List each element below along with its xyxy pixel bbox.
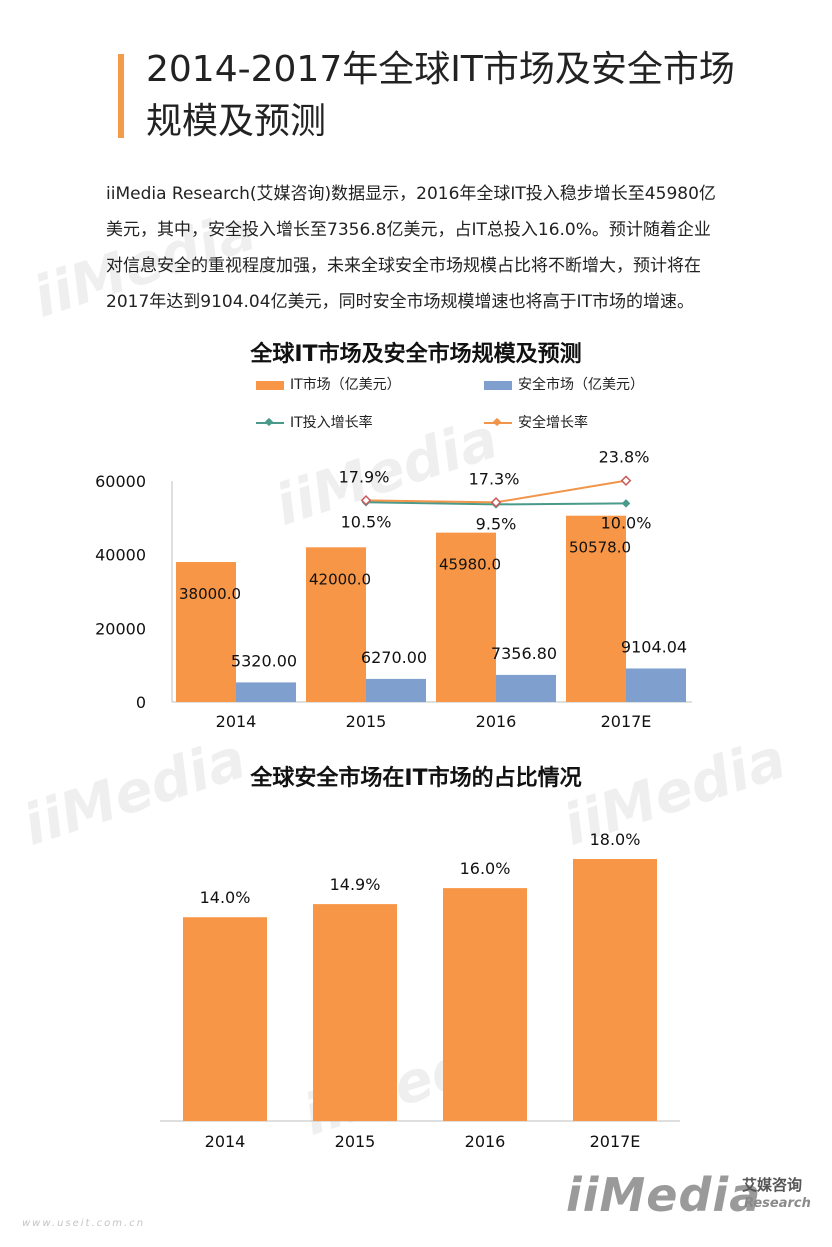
legend-label-it-growth: IT投入增长率 [290,415,373,431]
chart-1-title: 全球IT市场及安全市场规模及预测 [250,342,582,367]
logo-wordmark: iiMedia [566,1168,762,1222]
y-tick-label: 0 [136,693,146,712]
security-growth-marker [490,497,502,508]
intro-line: 美元，其中，安全投入增长至7356.8亿美元，占IT总投入16.0%。预计随着企… [106,220,711,240]
legend-label-security-growth: 安全增长率 [518,415,588,431]
it-growth-label: 9.5% [476,514,517,533]
x-tick-label: 2017E [590,1132,641,1151]
share-bar [183,917,267,1121]
share-value-label: 14.9% [330,875,381,894]
page-title-line-2: 规模及预测 [146,101,327,142]
legend-swatch-security-growth [484,417,512,429]
security-market-bar [626,668,686,702]
it-growth-marker [621,499,631,508]
it-market-value-label: 42000.0 [309,570,371,588]
x-tick-label: 2015 [335,1132,376,1151]
it-market-bar [176,562,236,702]
legend-security-market: 安全市场（亿美元） [484,374,644,394]
share-bar [573,859,657,1121]
it-market-value-label: 45980.0 [439,556,501,574]
legend-label-it-market: IT市场（亿美元） [290,377,401,393]
security-growth-label: 17.3% [469,469,520,488]
chart-2-title: 全球安全市场在IT市场的占比情况 [250,766,582,791]
it-market-bar [306,547,366,702]
legend-security-growth: 安全增长率 [484,412,588,432]
share-bar [443,888,527,1121]
security-market-value-label: 9104.04 [621,637,687,656]
security-market-value-label: 5320.00 [231,651,297,670]
legend-swatch-it-growth [256,417,284,429]
it-growth-label: 10.0% [601,513,652,532]
intro-line: 对信息安全的重视程度加强，未来全球安全市场规模占比将不断增大，预计将在 [106,256,701,276]
x-tick-label: 2016 [465,1132,506,1151]
security-market-bar [496,674,556,702]
legend-swatch-security-market [484,380,512,390]
it-market-value-label: 38000.0 [179,585,241,603]
legend-it-growth: IT投入增长率 [256,412,373,432]
security-market-value-label: 7356.80 [491,644,557,663]
it-market-bar [436,532,496,702]
logo-research: Research [744,1196,811,1211]
security-market-bar [236,682,296,702]
it-market-bar [566,515,626,702]
y-tick-label: 60000 [95,472,146,491]
intro-line: iiMedia Research(艾媒咨询)数据显示，2016年全球IT投入稳步… [106,184,716,204]
share-bar [313,904,397,1121]
security-growth-label: 23.8% [599,448,650,467]
share-value-label: 16.0% [460,859,511,878]
legend-it-market: IT市场（亿美元） [256,374,401,394]
y-tick-label: 20000 [95,619,146,638]
security-growth-label: 17.9% [339,467,390,486]
x-tick-label: 2017E [601,712,652,731]
security-growth-marker [360,495,372,506]
security-growth-marker [620,475,632,486]
intro-paragraph: iiMedia Research(艾媒咨询)数据显示，2016年全球IT投入稳步… [106,176,766,320]
it-market-value-label: 50578.0 [569,539,631,557]
footer-url: www.useit.com.cn [22,1218,146,1229]
logo-chinese: 艾媒咨询 [742,1176,803,1194]
page-title-line-1: 2014-2017年全球IT市场及安全市场 [146,49,735,90]
y-tick-label: 40000 [95,546,146,565]
legend-label-security-market: 安全市场（亿美元） [518,377,644,393]
security-market-value-label: 6270.00 [361,648,427,667]
page-title: 2014-2017年全球IT市场及安全市场 规模及预测 [146,44,786,148]
legend-swatch-it-market [256,380,284,390]
intro-line: 2017年达到9104.04亿美元，同时安全市场规模增速也将高于IT市场的增速。 [106,292,694,312]
it-growth-label: 10.5% [341,512,392,531]
title-accent-bar [118,54,124,138]
share-value-label: 18.0% [590,830,641,849]
iimedia-logo: iiMedia 艾媒咨询 Research [566,1168,811,1222]
x-tick-label: 2014 [205,1132,246,1151]
share-value-label: 14.0% [200,888,251,907]
x-tick-label: 2016 [476,712,517,731]
security-market-bar [366,678,426,702]
x-tick-label: 2014 [216,712,257,731]
x-tick-label: 2015 [346,712,387,731]
